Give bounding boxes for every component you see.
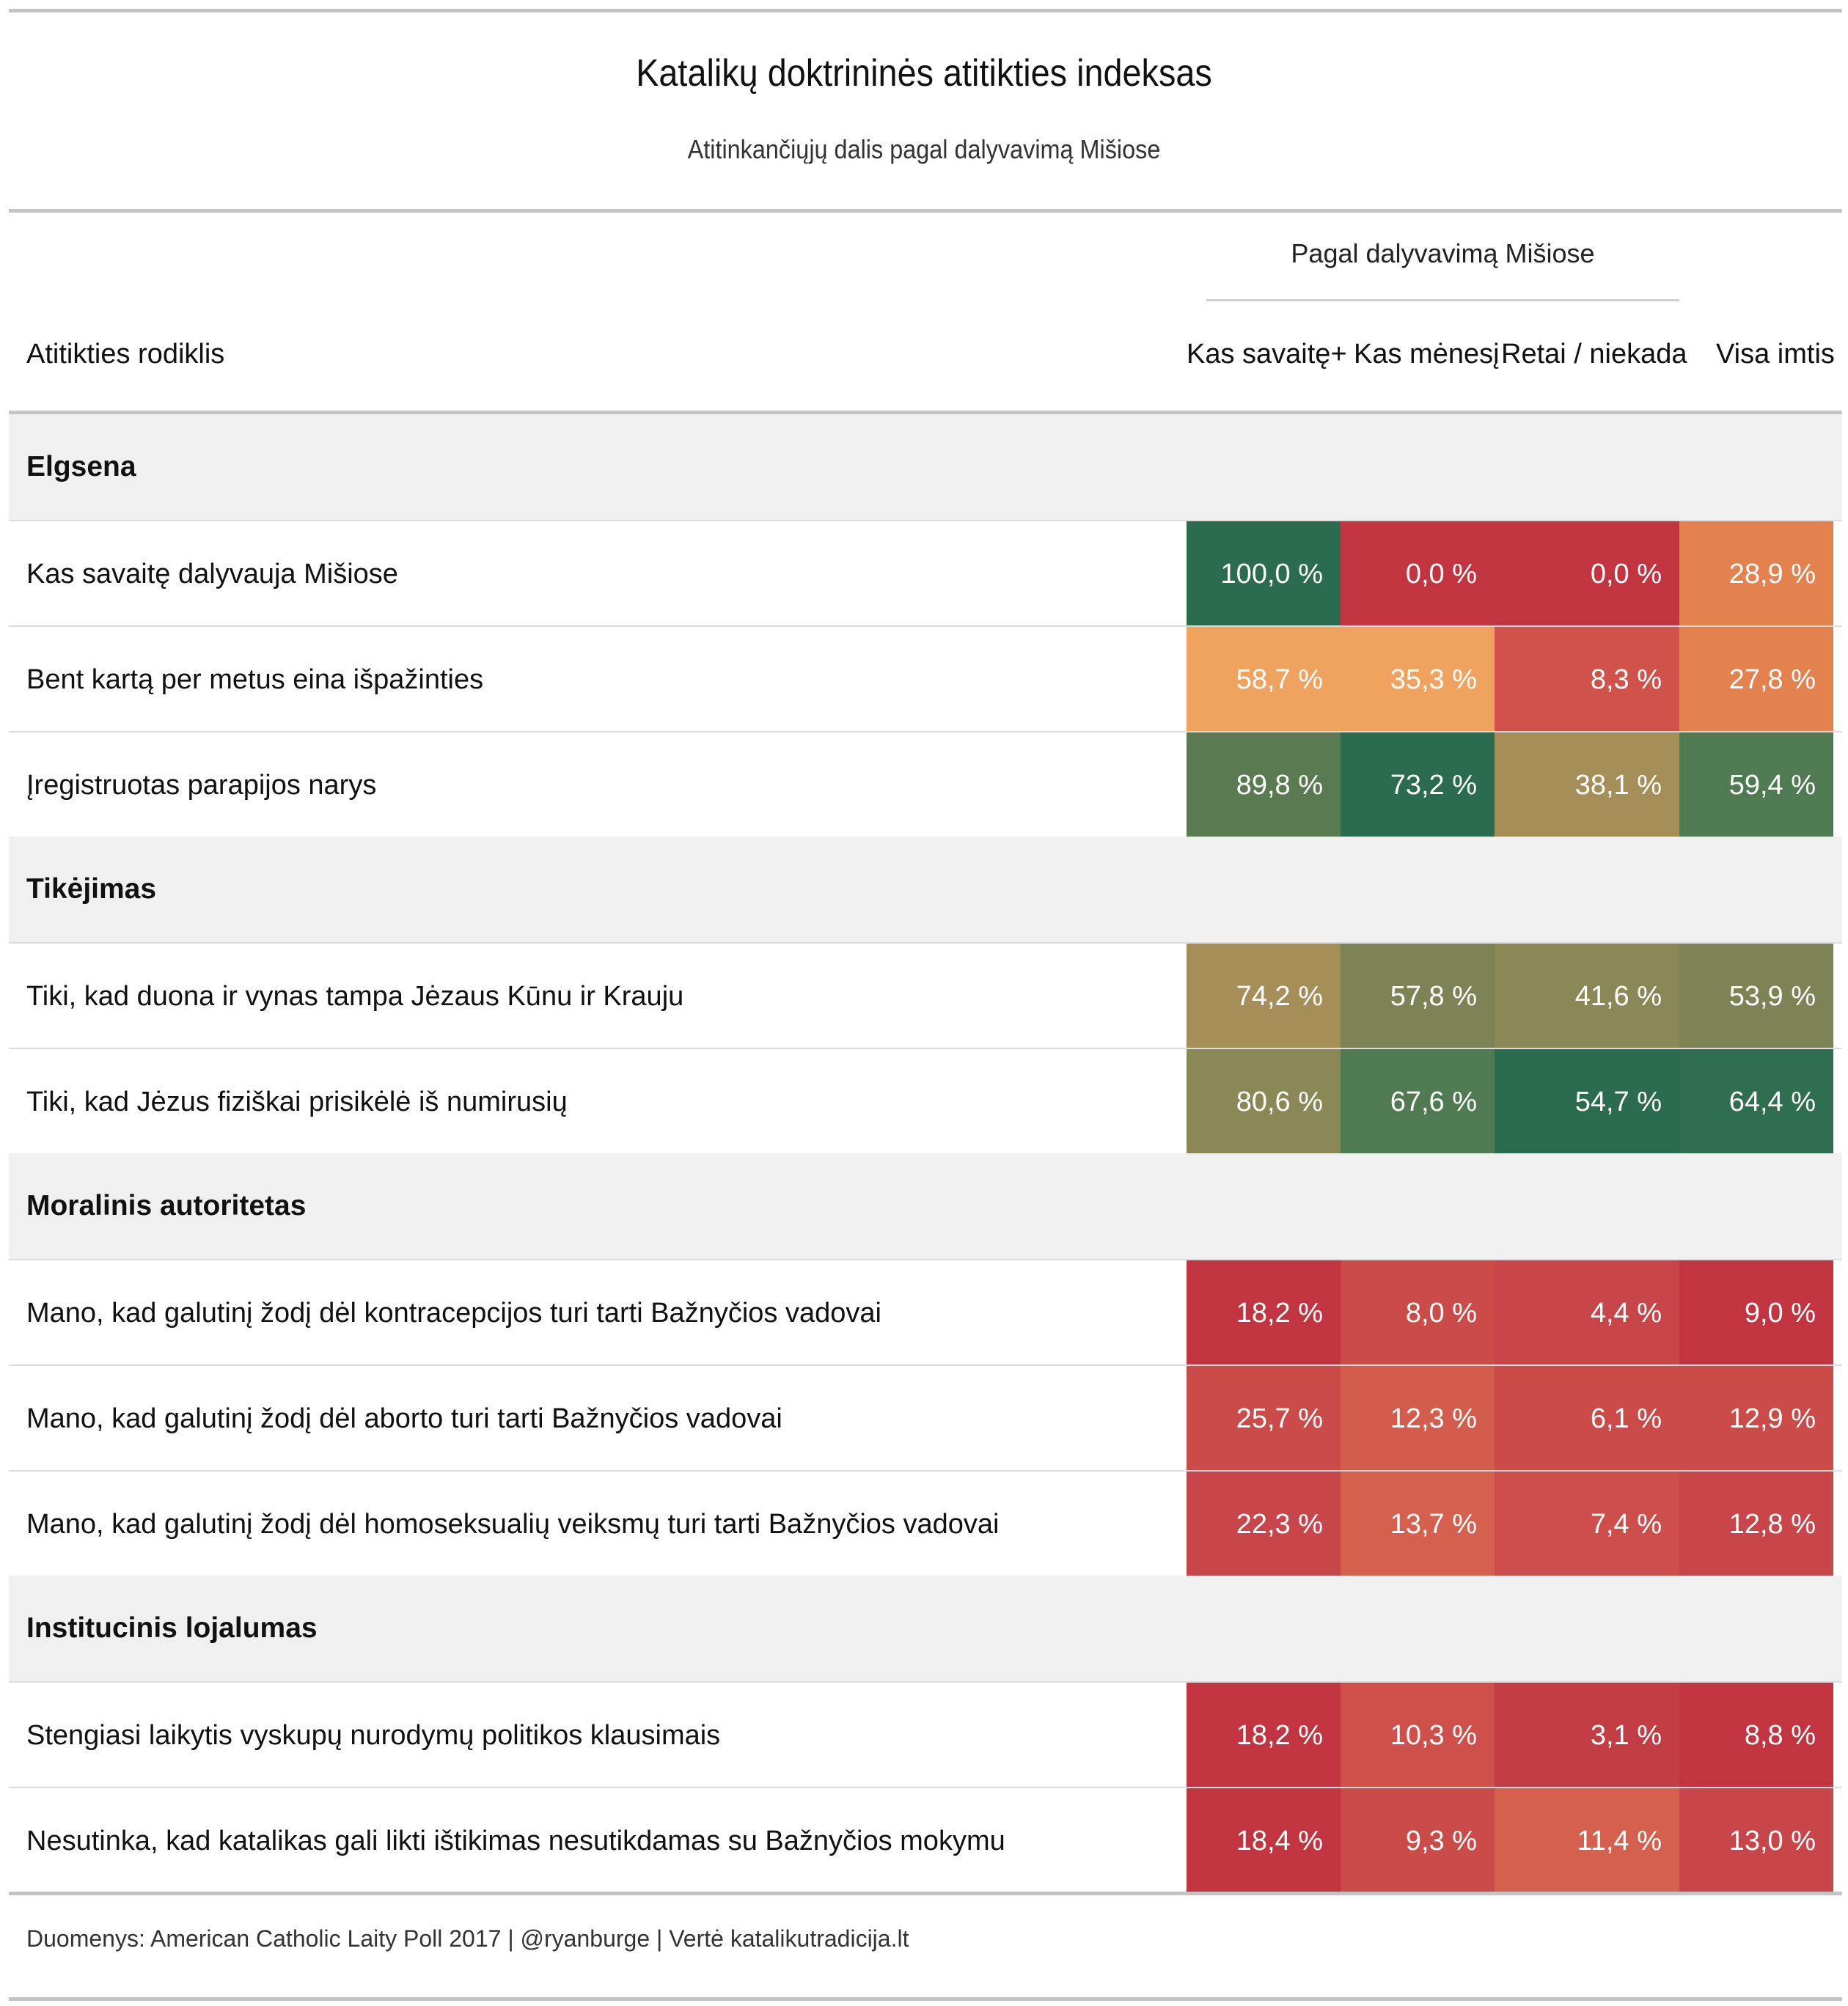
row-label: Mano, kad galutinį žodį dėl aborto turi … [26,1403,782,1434]
value-cell-seldom: 0,0 % [1495,521,1679,627]
value-cell-monthly: 73,2 % [1341,732,1495,838]
value-cell-weekly: 89,8 % [1187,732,1341,838]
column-header-seldom: Retai / niekada [1501,339,1687,370]
value-cell-total: 64,4 % [1679,1049,1833,1155]
column-spanner-line [1206,299,1679,301]
value-cell-total: 27,8 % [1679,627,1833,732]
table-row: Mano, kad galutinį žodį dėl kontracepcij… [9,1259,1842,1366]
value-cell-seldom: 8,3 % [1495,627,1679,732]
value-cell-weekly: 80,6 % [1187,1049,1341,1155]
row-label: Nesutinka, kad katalikas gali likti išti… [26,1826,1005,1856]
row-label: Tiki, kad duona ir vynas tampa Jėzaus Kū… [26,981,684,1012]
top-rule [9,9,1842,12]
group-label: Tikėjimas [26,873,157,905]
value-cell-monthly: 9,3 % [1341,1788,1495,1894]
value-cell-total: 53,9 % [1679,944,1833,1049]
value-cell-weekly: 25,7 % [1187,1366,1341,1472]
value-cell-total: 13,0 % [1679,1788,1833,1894]
group-row: Elgsena [9,414,1842,520]
value-cell-weekly: 18,2 % [1187,1683,1341,1788]
column-header-weekly: Kas savaitę+ [1187,339,1347,370]
table-subtitle: Atitinkančiųjų dalis pagal dalyvavimą Mi… [687,134,1161,164]
value-cell-seldom: 38,1 % [1495,732,1679,838]
column-header-monthly: Kas mėnesį [1354,339,1500,370]
table-row: Bent kartą per metus eina išpažinties 58,… [9,625,1842,732]
value-cell-weekly: 58,7 % [1187,627,1341,732]
table-row: Tiki, kad duona ir vynas tampa Jėzaus Kū… [9,942,1842,1049]
value-cell-monthly: 10,3 % [1341,1683,1495,1788]
row-label: Tiki, kad Jėzus fiziškai prisikėlė iš nu… [26,1087,568,1117]
table-row: Tiki, kad Jėzus fiziškai prisikėlė iš nu… [9,1048,1842,1155]
group-label: Institucinis lojalumas [26,1612,318,1644]
group-label: Elgsena [26,451,136,482]
value-cell-total: 8,8 % [1679,1683,1833,1788]
value-cell-monthly: 57,8 % [1341,944,1495,1049]
table-row: Kas savaitę dalyvauja Mišiose 100,0 % 0,0 … [9,520,1842,627]
group-row: Institucinis lojalumas [9,1576,1842,1681]
row-label: Mano, kad galutinį žodį dėl homoseksuali… [26,1509,1000,1540]
row-label: Kas savaitę dalyvauja Mišiose [26,559,398,589]
value-cell-total: 59,4 % [1679,732,1833,838]
row-label: Bent kartą per metus eina išpažinties [26,664,484,695]
table-bottom-rule [9,1892,1842,1895]
table-row: Nesutinka, kad katalikas gali likti išti… [9,1787,1842,1894]
value-cell-total: 9,0 % [1679,1260,1833,1366]
value-cell-weekly: 22,3 % [1187,1472,1341,1577]
column-spanner-label: Pagal dalyvavimą Mišiose [1291,238,1595,268]
value-cell-seldom: 7,4 % [1495,1472,1679,1577]
value-cell-weekly: 18,4 % [1187,1788,1341,1894]
table-row: Įregistruotas parapijos narys 89,8 % 73,2 … [9,731,1842,838]
value-cell-monthly: 8,0 % [1341,1260,1495,1366]
value-cell-monthly: 67,6 % [1341,1049,1495,1155]
group-row: Tikėjimas [9,837,1842,942]
value-cell-total: 28,9 % [1679,521,1833,627]
value-cell-monthly: 0,0 % [1341,521,1495,627]
group-label: Moralinis autoritetas [26,1190,307,1221]
value-cell-seldom: 3,1 % [1495,1683,1679,1788]
table-row: Stengiasi laikytis vyskupų nurodymų poli… [9,1681,1842,1788]
value-cell-weekly: 74,2 % [1187,944,1341,1049]
value-cell-total: 12,9 % [1679,1366,1833,1472]
table-title: Katalikų doktrininės atitikties indeksas [636,52,1212,95]
row-label: Įregistruotas parapijos narys [26,770,377,801]
table-row: Mano, kad galutinį žodį dėl homoseksuali… [9,1470,1842,1577]
group-row: Moralinis autoritetas [9,1153,1842,1259]
column-header-rule [9,411,1842,414]
bottom-rule [9,1997,1842,2001]
value-cell-seldom: 4,4 % [1495,1260,1679,1366]
source-note: Duomenys: American Catholic Laity Poll 2… [26,1925,909,1952]
value-cell-seldom: 54,7 % [1495,1049,1679,1155]
heading-rule [9,209,1842,213]
stub-header: Atitikties rodiklis [26,339,225,370]
row-label: Mano, kad galutinį žodį dėl kontracepcij… [26,1298,881,1329]
value-cell-monthly: 13,7 % [1341,1472,1495,1577]
column-header-total: Visa imtis [1716,339,1835,370]
value-cell-seldom: 11,4 % [1495,1788,1679,1894]
value-cell-weekly: 100,0 % [1187,521,1341,627]
value-cell-monthly: 12,3 % [1341,1366,1495,1472]
row-label: Stengiasi laikytis vyskupų nurodymų poli… [26,1720,721,1751]
value-cell-weekly: 18,2 % [1187,1260,1341,1366]
value-cell-total: 12,8 % [1679,1472,1833,1577]
value-cell-monthly: 35,3 % [1341,627,1495,732]
table-row: Mano, kad galutinį žodį dėl aborto turi … [9,1364,1842,1472]
value-cell-seldom: 41,6 % [1495,944,1679,1049]
value-cell-seldom: 6,1 % [1495,1366,1679,1472]
